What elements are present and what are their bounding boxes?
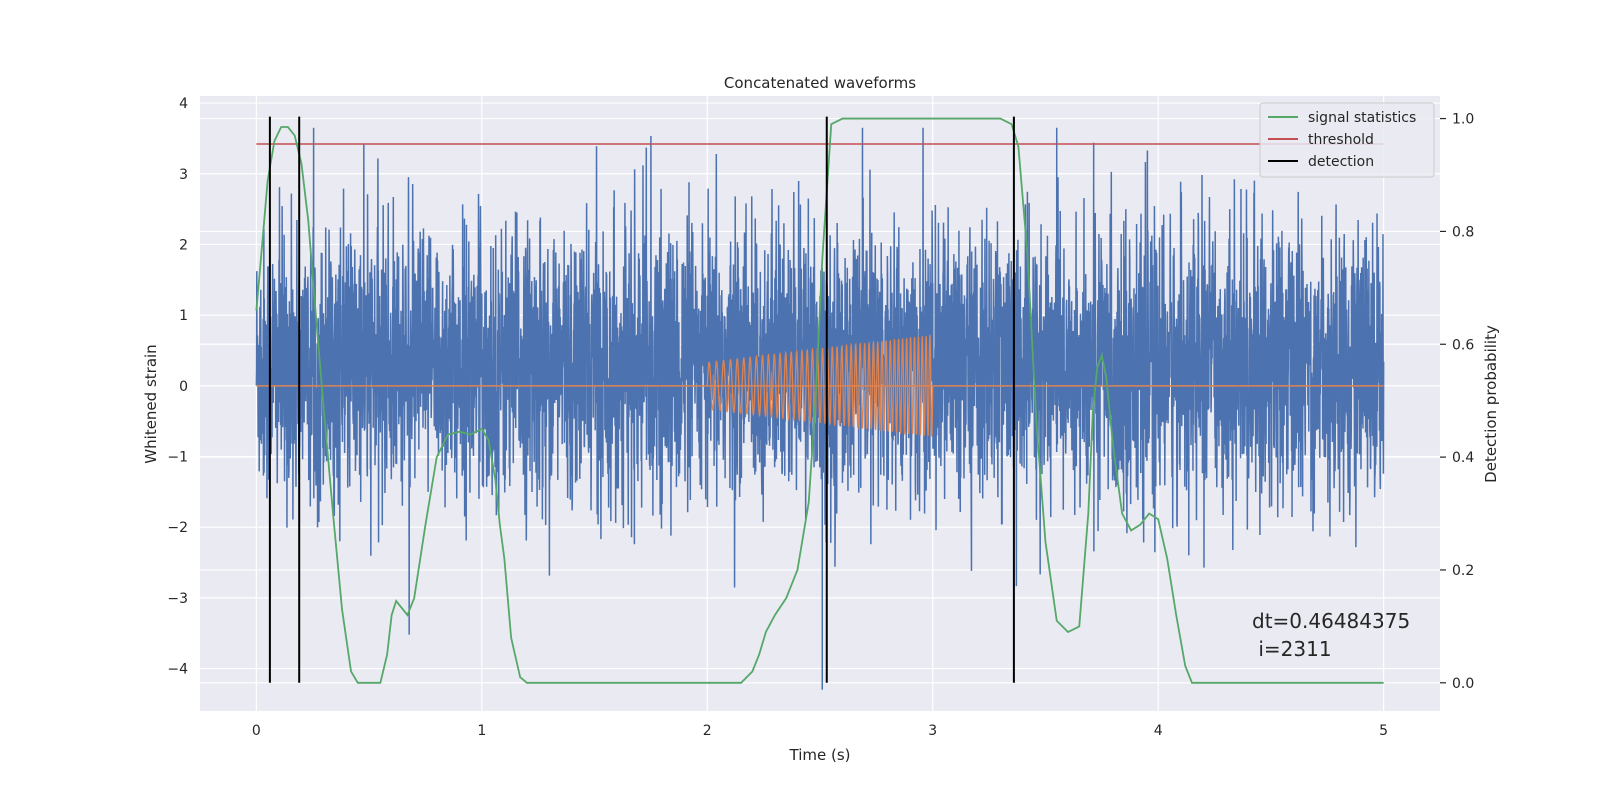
y2-tick-label-3: 0.6 (1452, 337, 1474, 353)
legend-label-signal-statistics: signal statistics (1308, 110, 1416, 126)
y2-tick-label-5: 1.0 (1452, 112, 1474, 128)
x-tick-label-1: 1 (477, 723, 486, 739)
y2-tick-label-0: 0.0 (1452, 676, 1474, 692)
y-tick-label-3: −1 (167, 450, 188, 466)
plot-series (255, 116, 1385, 690)
x-axis-ticks: 0 1 2 3 4 5 (252, 723, 1388, 739)
x-tick-label-0: 0 (252, 723, 261, 739)
annotation-index: i=2311 (1252, 637, 1332, 661)
signal-statistics-line (255, 117, 1384, 684)
y2-axis-ticks: 0.0 0.2 0.4 0.6 0.8 1.0 (1440, 112, 1474, 692)
y-tick-label-1: −3 (167, 591, 188, 607)
y-axis-ticks: −4 −3 −2 −1 0 1 2 3 4 (167, 96, 188, 678)
legend-box (1259, 102, 1435, 178)
y-tick-label-2: −2 (167, 520, 188, 536)
y-axis-label: Whitened strain (142, 344, 160, 463)
y-tick-label-8: 4 (179, 96, 188, 112)
y-tick-label-6: 2 (179, 237, 188, 253)
legend-label-threshold: threshold (1308, 132, 1374, 148)
y2-tick-label-4: 0.8 (1452, 224, 1474, 240)
legend: signal statistics threshold detection (1259, 102, 1435, 178)
x-tick-label-5: 5 (1379, 723, 1388, 739)
detection-lines (268, 116, 1015, 683)
y-tick-label-4: 0 (179, 379, 188, 395)
annotation-dt: dt=0.46484375 (1252, 609, 1410, 633)
x-tick-label-2: 2 (703, 723, 712, 739)
x-tick-label-4: 4 (1154, 723, 1163, 739)
y2-axis-label: Detection probability (1482, 325, 1500, 483)
y-tick-label-7: 3 (179, 167, 188, 183)
y2-tick-label-1: 0.2 (1452, 563, 1474, 579)
chart-title: Concatenated waveforms (724, 74, 916, 92)
injection-series-line (706, 334, 934, 437)
legend-label-detection: detection (1308, 154, 1374, 170)
y-tick-label-5: 1 (179, 308, 188, 324)
y2-tick-label-2: 0.4 (1452, 450, 1474, 466)
y-tick-label-0: −4 (167, 662, 188, 678)
x-tick-label-3: 3 (928, 723, 937, 739)
x-axis-label: Time (s) (789, 746, 851, 764)
